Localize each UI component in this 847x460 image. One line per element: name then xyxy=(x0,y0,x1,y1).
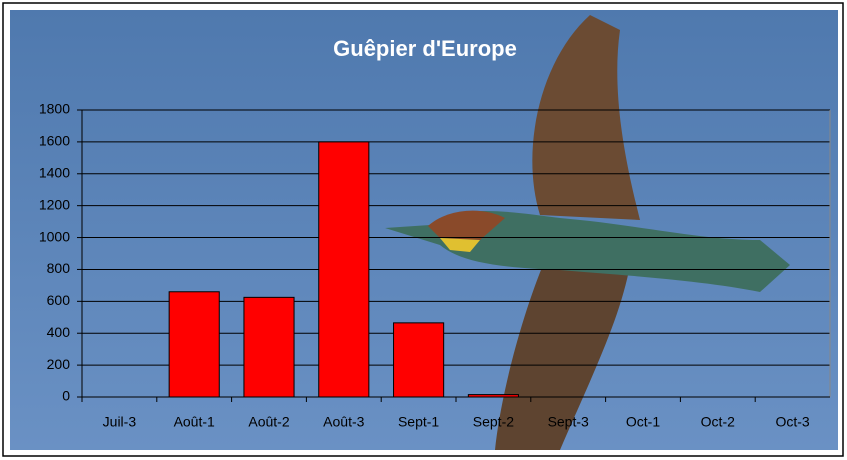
bird xyxy=(385,15,790,450)
y-tick-label: 400 xyxy=(47,324,71,340)
x-tick-label: Août-1 xyxy=(174,414,215,430)
y-tick-label: 1400 xyxy=(39,164,70,180)
x-tick-label: Sept-3 xyxy=(548,414,589,430)
bar xyxy=(243,296,295,398)
y-tick-label: 1000 xyxy=(39,228,70,244)
x-tick-label: Oct-1 xyxy=(626,414,660,430)
x-tick-label: Sept-2 xyxy=(473,414,514,430)
y-tick-label: 1200 xyxy=(39,196,70,212)
x-tick-label: Août-3 xyxy=(323,414,364,430)
bar xyxy=(168,291,220,398)
y-tick-label: 800 xyxy=(47,260,71,276)
x-tick-label: Août-2 xyxy=(248,414,289,430)
y-tick-label: 600 xyxy=(47,292,71,308)
y-tick-label: 200 xyxy=(47,356,71,372)
x-tick-label: Sept-1 xyxy=(398,414,439,430)
y-tick-label: 1800 xyxy=(39,101,70,117)
y-tick-label: 0 xyxy=(62,388,70,404)
bar xyxy=(318,141,370,398)
x-tick-label: Oct-2 xyxy=(701,414,735,430)
x-tick-label: Juil-3 xyxy=(103,414,137,430)
y-tick-label: 1600 xyxy=(39,133,70,149)
chart-title: Guêpier d'Europe xyxy=(333,36,517,61)
x-tick-label: Oct-3 xyxy=(775,414,809,430)
bar xyxy=(393,322,445,398)
